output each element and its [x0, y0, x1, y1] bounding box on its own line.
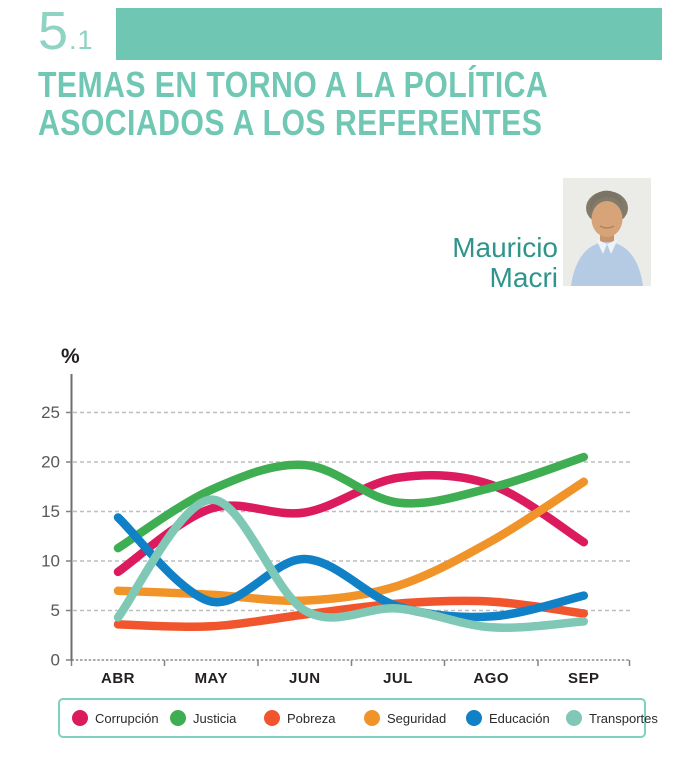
avatar-face [591, 201, 623, 237]
legend-dot-seguridad [364, 710, 380, 726]
x-axis-month-label: JUN [289, 670, 321, 687]
series-line-pobreza [113, 596, 589, 632]
y-axis-tick-label: 10 [41, 552, 60, 571]
series-line-educacion [113, 513, 589, 622]
legend-dot-justicia [170, 710, 186, 726]
legend-item-corrupcion: Corrupción [72, 700, 159, 736]
legend-item-seguridad: Seguridad [364, 700, 446, 736]
avatar-collar-right [607, 239, 618, 254]
section-number-main: 5 [38, 1, 70, 61]
header-accent-bar [116, 8, 662, 60]
referent-last-name: Macri [489, 262, 558, 293]
page-title: TEMAS EN TORNO A LA POLÍTICA ASOCIADOS A… [38, 66, 548, 142]
y-axis-unit-label: % [61, 345, 80, 368]
avatar-shirt [571, 242, 643, 286]
series-line-transportes [113, 495, 589, 632]
referent-photo [563, 178, 651, 286]
page-title-line1: TEMAS EN TORNO A LA POLÍTICA [38, 64, 549, 105]
legend-label: Transportes [589, 710, 658, 726]
avatar-hairline [590, 190, 624, 212]
y-axis-tick-label: 0 [51, 651, 60, 670]
legend-dot-corrupcion [72, 710, 88, 726]
x-axis-month-label: AGO [473, 670, 509, 687]
y-axis-tick-label: 20 [41, 453, 60, 472]
legend-label: Justicia [193, 710, 237, 726]
legend-label: Corrupción [95, 710, 159, 726]
section-number: 5.1 [38, 2, 94, 69]
legend-item-justicia: Justicia [170, 700, 236, 736]
y-axis-tick-label: 5 [51, 601, 60, 620]
legend-dot-transportes [566, 710, 582, 726]
legend-item-transportes: Transportes [566, 700, 658, 736]
chart-svg: 0 5 10 15 20 25 ABR MAY JUN JUL AGO SEP% [41, 345, 631, 687]
legend-item-educacion: Educación [466, 700, 550, 736]
legend-label: Seguridad [387, 710, 447, 726]
legend-label: Pobreza [287, 710, 336, 726]
y-axis-tick-label: 25 [41, 403, 60, 422]
legend-dot-educacion [466, 710, 482, 726]
chart-legend: Corrupción Justicia Pobreza Seguridad Ed… [58, 698, 658, 738]
x-axis-month-label: MAY [195, 670, 228, 687]
x-axis-month-label: JUL [383, 670, 413, 687]
series-line-seguridad [113, 477, 589, 606]
avatar-collar-left [596, 239, 607, 254]
x-axis-month-label: SEP [568, 670, 600, 687]
legend-dot-pobreza [264, 710, 280, 726]
legend-item-pobreza: Pobreza [264, 700, 335, 736]
referent-first-name: Mauricio [452, 232, 558, 263]
y-axis-tick-label: 15 [41, 502, 60, 521]
section-number-sub: .1 [69, 25, 94, 55]
x-axis-month-label: ABR [101, 670, 135, 687]
series-line-justicia [113, 452, 589, 553]
referent-name: Mauricio Macri [280, 233, 558, 293]
referent-avatar-illustration [563, 178, 651, 286]
avatar-smile [599, 225, 615, 229]
page-title-line2: ASOCIADOS A LOS REFERENTES [38, 102, 543, 143]
legend-label: Educación [489, 710, 550, 726]
series-line-corrupcion [113, 470, 589, 577]
